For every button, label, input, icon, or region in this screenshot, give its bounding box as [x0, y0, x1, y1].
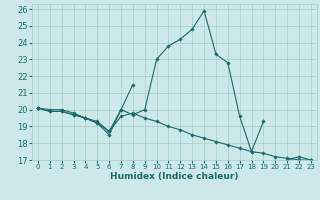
X-axis label: Humidex (Indice chaleur): Humidex (Indice chaleur) — [110, 172, 239, 181]
